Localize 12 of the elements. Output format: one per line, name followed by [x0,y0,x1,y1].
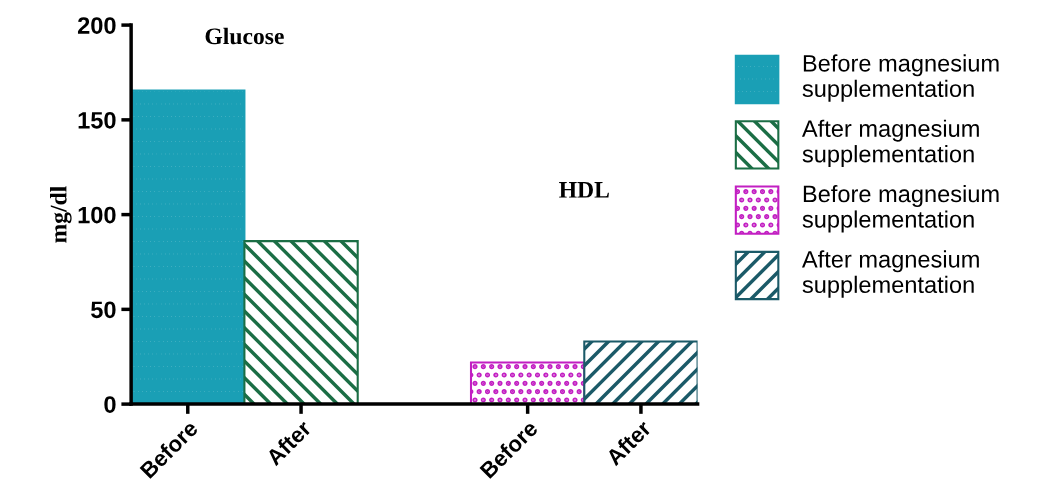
y-tick-label: 200 [77,17,116,34]
legend-label: Before magnesium supplementation [802,184,999,233]
annotation: Glucose [205,27,284,45]
y-axis-title: mg/dl [50,186,72,243]
y-tick-label: 150 [78,111,116,129]
legend-label: Before magnesium supplementation [802,54,999,102]
y-tick-label: 100 [78,206,116,224]
legend-label: After magnesium supplementation [801,119,979,168]
legend-label: After magnesium supplementation [801,250,979,298]
y-tick-label: 0 [104,396,116,413]
annotation: HDL [559,182,609,198]
y-tick-label: 50 [91,301,116,319]
